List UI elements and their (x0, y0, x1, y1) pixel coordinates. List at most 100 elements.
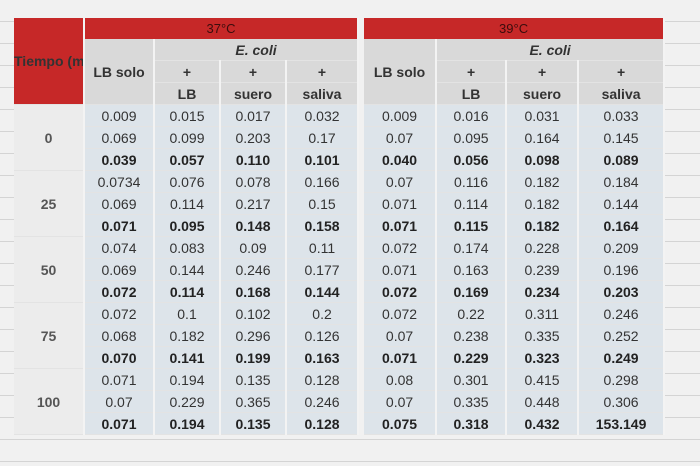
value-cell: 0.101 (286, 148, 360, 171)
table-row: 0.07 0.229 0.365 0.246 0.07 0.335 0.448 0.306 (14, 390, 666, 413)
lb-header-37: LB (154, 82, 221, 105)
value-cell: 0.238 (436, 324, 508, 347)
value-cell: 0.194 (154, 368, 221, 391)
value-cell: 0.246 (578, 302, 666, 325)
value-cell: 0.128 (286, 412, 360, 435)
value-cell: 0.071 (84, 214, 155, 237)
value-cell: 0.07 (364, 390, 438, 413)
value-cell: 0.17 (286, 126, 360, 149)
value-cell: 0.168 (220, 280, 287, 303)
value-cell: 0.031 (506, 104, 580, 127)
value-cell: 0.145 (578, 126, 666, 149)
value-cell: 0.078 (220, 170, 287, 193)
value-cell: 0.095 (436, 126, 508, 149)
value-cell: 0.071 (84, 368, 155, 391)
value-cell: 0.116 (436, 170, 508, 193)
table-row: 75 0.072 0.1 0.102 0.2 0.072 0.22 0.311 0.246 (14, 302, 666, 369)
value-cell: 0.196 (578, 258, 666, 281)
absorbance-table: Tiempo (min) 37°C 39°C LB solo E. coli L… (14, 18, 666, 435)
plus-suero-37: + (220, 60, 287, 83)
value-cell: 0.126 (286, 324, 360, 347)
value-cell: 0.135 (220, 368, 287, 391)
value-cell: 0.015 (154, 104, 221, 127)
tiempo-label: Tiempo (min) (14, 53, 84, 69)
value-cell: 0.102 (220, 302, 287, 325)
value-cell: 0.1 (154, 302, 221, 325)
value-cell: 0.166 (286, 170, 360, 193)
plus-lb-37: + (154, 60, 221, 83)
value-cell: 0.057 (154, 148, 221, 171)
tiempo-header: Tiempo (min) (14, 18, 85, 105)
value-cell: 0.069 (84, 192, 155, 215)
value-cell: 0.163 (286, 346, 360, 369)
value-cell: 0.039 (84, 148, 155, 171)
value-cell: 0.135 (220, 412, 287, 435)
value-cell: 0.110 (220, 148, 287, 171)
value-cell: 0.141 (154, 346, 221, 369)
saliva-header-39: saliva (578, 82, 666, 105)
value-cell: 0.114 (436, 192, 508, 215)
suero-header-39: suero (506, 82, 580, 105)
value-cell: 0.335 (506, 324, 580, 347)
value-cell: 0.068 (84, 324, 155, 347)
value-cell: 0.07 (364, 126, 438, 149)
value-cell: 0.032 (286, 104, 360, 127)
value-cell: 0.311 (506, 302, 580, 325)
value-cell: 0.217 (220, 192, 287, 215)
value-cell: 0.203 (220, 126, 287, 149)
value-cell: 0.099 (154, 126, 221, 149)
value-cell: 0.115 (436, 214, 508, 237)
value-cell: 0.11 (286, 236, 360, 259)
value-cell: 0.182 (506, 214, 580, 237)
value-cell: 153.149 (578, 412, 666, 435)
value-cell: 0.239 (506, 258, 580, 281)
value-cell: 0.017 (220, 104, 287, 127)
time-cell: 50 (14, 236, 85, 303)
value-cell: 0.209 (578, 236, 666, 259)
value-cell: 0.306 (578, 390, 666, 413)
value-cell: 0.072 (364, 236, 438, 259)
time-cell: 25 (14, 170, 85, 237)
value-cell: 0.148 (220, 214, 287, 237)
value-cell: 0.069 (84, 258, 155, 281)
value-cell: 0.228 (506, 236, 580, 259)
value-cell: 0.296 (220, 324, 287, 347)
value-cell: 0.071 (84, 412, 155, 435)
value-cell: 0.15 (286, 192, 360, 215)
value-cell: 0.089 (578, 148, 666, 171)
value-cell: 0.182 (154, 324, 221, 347)
value-cell: 0.071 (364, 214, 438, 237)
value-cell: 0.252 (578, 324, 666, 347)
value-cell: 0.22 (436, 302, 508, 325)
value-cell: 0.182 (506, 170, 580, 193)
value-cell: 0.040 (364, 148, 438, 171)
value-cell: 0.095 (154, 214, 221, 237)
value-cell: 0.448 (506, 390, 580, 413)
table-row: 25 0.0734 0.076 0.078 0.166 0.07 0.116 0.182 0.1… (14, 170, 666, 237)
value-cell: 0.249 (578, 346, 666, 369)
table-row: 0.069 0.144 0.246 0.177 0.071 0.163 0.239 0.196 (14, 258, 666, 281)
value-cell: 0.2 (286, 302, 360, 325)
table-row: 0.069 0.099 0.203 0.17 0.07 0.095 0.164 0.145 (14, 126, 666, 149)
value-cell: 0.234 (506, 280, 580, 303)
value-cell: 0.169 (436, 280, 508, 303)
value-cell: 0.072 (364, 302, 438, 325)
value-cell: 0.098 (506, 148, 580, 171)
suero-header-37: suero (220, 82, 287, 105)
value-cell: 0.08 (364, 368, 438, 391)
value-cell: 0.071 (364, 192, 438, 215)
table-row: 0.068 0.182 0.296 0.126 0.07 0.238 0.335 0.252 (14, 324, 666, 347)
table-row: 0.069 0.114 0.217 0.15 0.071 0.114 0.182 0.144 (14, 192, 666, 215)
saliva-header-37: saliva (286, 82, 360, 105)
value-cell: 0.158 (286, 214, 360, 237)
lb-header-39: LB (436, 82, 508, 105)
value-cell: 0.072 (84, 302, 155, 325)
value-cell: 0.301 (436, 368, 508, 391)
value-cell: 0.144 (578, 192, 666, 215)
value-cell: 0.083 (154, 236, 221, 259)
ecoli-header-39: E. coli (436, 39, 666, 61)
value-cell: 0.016 (436, 104, 508, 127)
value-cell: 0.365 (220, 390, 287, 413)
value-cell: 0.074 (84, 236, 155, 259)
